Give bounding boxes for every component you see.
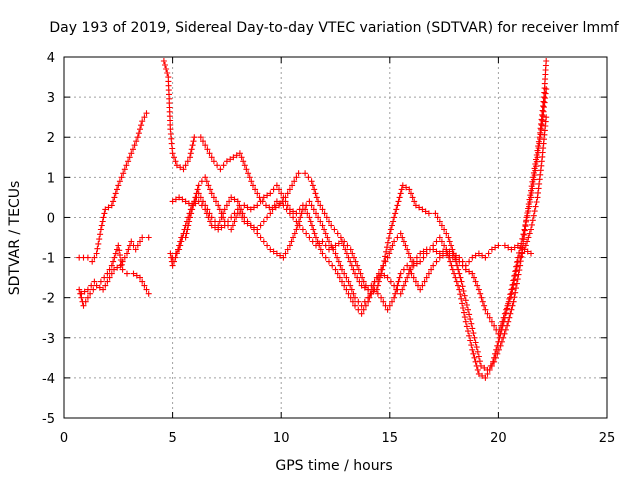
y-tick-label: -4	[42, 372, 55, 387]
x-tick-label: 15	[382, 431, 399, 446]
series-markers	[169, 190, 534, 297]
axis-ticks	[63, 56, 608, 419]
x-tick-label: 10	[273, 431, 290, 446]
y-tick-label: -2	[42, 292, 55, 307]
y-tick-label: 0	[47, 211, 55, 226]
x-tick-label: 25	[599, 431, 616, 446]
series-markers	[76, 110, 150, 265]
data-series	[76, 58, 550, 381]
plot-frame	[63, 56, 608, 419]
y-tick-label: 3	[47, 91, 55, 106]
y-tick-labels: -5 -4 -3 -2 -1 0 1 2 3 4	[42, 51, 55, 427]
y-tick-label: -5	[42, 412, 55, 427]
x-tick-label: 20	[490, 431, 507, 446]
series-track-f	[169, 114, 550, 337]
series-track-c	[78, 242, 152, 297]
x-tick-labels: 0 5 10 15 20 25	[60, 431, 615, 446]
x-tick-label: 5	[168, 431, 176, 446]
series-track-g	[169, 190, 534, 297]
series-markers	[78, 242, 152, 297]
series-track-a	[76, 234, 152, 309]
x-tick-label: 0	[60, 431, 68, 446]
y-axis-title: SDTVAR / TECUs	[7, 181, 23, 296]
y-tick-label: 4	[47, 51, 55, 66]
y-tick-label: -1	[42, 252, 55, 267]
series-markers	[76, 234, 152, 309]
chart-title: Day 193 of 2019, Sidereal Day-to-day VTE…	[49, 20, 619, 36]
y-tick-label: 1	[47, 171, 55, 186]
y-tick-label: -3	[42, 332, 55, 347]
y-tick-label: 2	[47, 131, 55, 146]
series-track-b	[76, 110, 150, 265]
x-axis-title: GPS time / hours	[275, 458, 392, 474]
series-markers	[169, 114, 550, 337]
